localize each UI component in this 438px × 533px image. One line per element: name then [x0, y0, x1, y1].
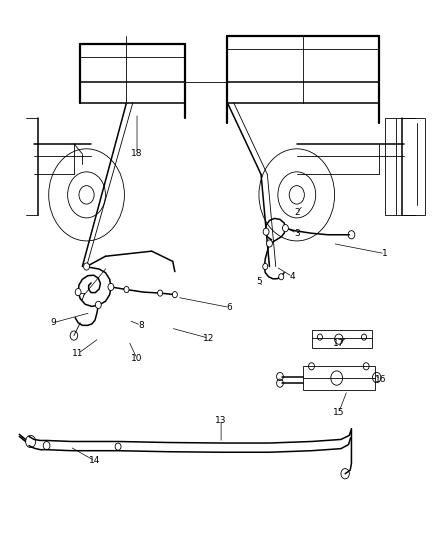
Text: 12: 12	[203, 334, 214, 343]
Text: 1: 1	[382, 249, 388, 258]
Circle shape	[283, 224, 288, 232]
Circle shape	[108, 284, 114, 290]
Circle shape	[172, 292, 177, 298]
Text: 18: 18	[131, 149, 143, 158]
Text: 5: 5	[256, 277, 262, 286]
Text: 2: 2	[294, 208, 300, 217]
Text: 4: 4	[290, 272, 295, 281]
Text: 3: 3	[294, 229, 300, 238]
Text: 9: 9	[50, 318, 56, 327]
Circle shape	[75, 288, 81, 296]
Text: 7: 7	[79, 293, 85, 302]
Text: 14: 14	[89, 456, 101, 465]
Text: 15: 15	[333, 408, 345, 417]
Text: 17: 17	[333, 339, 345, 348]
Text: 6: 6	[226, 303, 233, 312]
Circle shape	[124, 286, 129, 293]
Circle shape	[158, 290, 162, 296]
Circle shape	[279, 273, 284, 280]
Text: 11: 11	[72, 349, 84, 358]
Circle shape	[84, 263, 89, 270]
Circle shape	[266, 240, 272, 247]
Circle shape	[95, 301, 101, 309]
Circle shape	[263, 263, 268, 270]
Text: 13: 13	[215, 416, 227, 424]
Text: 8: 8	[138, 321, 144, 330]
Text: 10: 10	[131, 354, 143, 363]
Text: 16: 16	[375, 375, 387, 384]
Circle shape	[263, 228, 269, 235]
